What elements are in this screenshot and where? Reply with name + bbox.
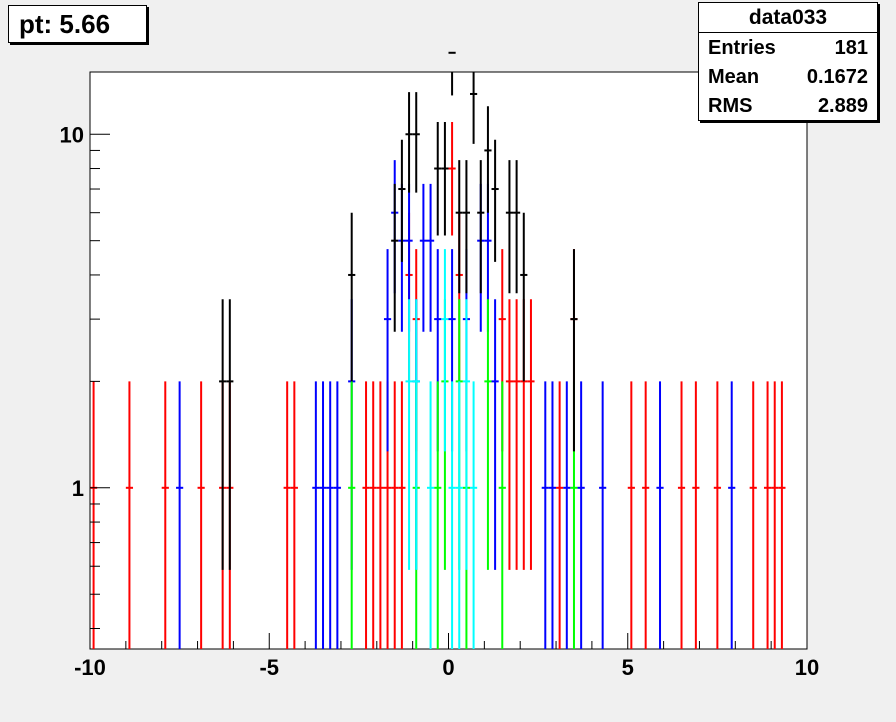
x-tick-label: 5 <box>622 655 634 680</box>
plot-frame <box>89 71 808 650</box>
data-point <box>405 92 413 193</box>
data-point <box>627 381 635 649</box>
data-point <box>462 160 471 294</box>
stats-label: Mean <box>708 66 760 88</box>
x-tick-label: -10 <box>74 655 106 680</box>
data-point <box>656 381 664 649</box>
data-point <box>412 92 420 193</box>
data-point <box>326 381 334 649</box>
plot-title-box: pt: 5.66 <box>8 5 147 43</box>
y-tick-label: 1 <box>72 476 84 501</box>
data-point <box>448 381 456 649</box>
stats-label: RMS <box>708 95 753 117</box>
data-point <box>491 299 499 570</box>
data-point <box>556 381 564 649</box>
data-point <box>713 381 721 649</box>
stats-value: 0.1672 <box>806 66 868 88</box>
data-point <box>477 160 485 294</box>
data-point <box>412 299 420 570</box>
stats-box: data033 Entries 181 Mean 0.1672 RMS 2.88… <box>698 2 878 121</box>
data-point <box>362 381 370 649</box>
data-point <box>642 381 650 649</box>
data-point <box>749 381 757 649</box>
data-point <box>376 381 384 649</box>
data-point <box>197 381 205 649</box>
x-tick-label: 10 <box>795 655 819 680</box>
data-point <box>383 249 392 452</box>
data-point <box>527 299 535 570</box>
data-point <box>505 160 514 294</box>
x-tick-label: -5 <box>259 655 279 680</box>
data-point <box>577 381 585 649</box>
data-point <box>491 139 499 262</box>
data-point <box>226 299 234 570</box>
data-point <box>441 122 449 236</box>
data-point <box>426 381 435 649</box>
data-point <box>348 381 356 649</box>
stats-row-entries: Entries 181 <box>699 33 877 62</box>
data-point <box>548 381 557 649</box>
data-point <box>728 381 736 649</box>
data-point <box>541 381 549 649</box>
data-point <box>448 122 456 236</box>
data-point <box>778 381 786 649</box>
data-point <box>505 299 514 570</box>
data-point <box>333 381 341 649</box>
data-point <box>484 299 492 570</box>
data-point <box>692 381 700 649</box>
data-point <box>455 381 463 649</box>
data-point <box>426 183 435 332</box>
data-point <box>391 183 399 332</box>
data-point <box>513 299 521 570</box>
data-point <box>677 381 686 649</box>
data-point <box>455 160 463 294</box>
y-tick-label: 10 <box>60 122 84 147</box>
data-point <box>513 160 521 294</box>
data-point <box>283 381 291 649</box>
data-point <box>763 381 772 649</box>
data-point <box>398 381 406 649</box>
data-point <box>441 249 449 452</box>
data-point <box>599 381 607 649</box>
data-point <box>520 212 528 382</box>
stats-row-rms: RMS 2.889 <box>699 91 877 120</box>
data-point <box>448 51 456 96</box>
data-point <box>219 299 227 570</box>
stats-label: Entries <box>708 37 776 59</box>
stats-value: 2.889 <box>817 95 868 117</box>
stats-row-mean: Mean 0.1672 <box>699 62 877 91</box>
data-point <box>348 212 356 382</box>
data-point <box>434 381 442 649</box>
data-point <box>498 381 506 649</box>
x-tick-label: 0 <box>442 655 454 680</box>
data-point <box>484 106 492 213</box>
data-point <box>570 249 578 452</box>
data-point <box>470 72 478 144</box>
data-point <box>434 122 442 236</box>
data-point <box>563 381 571 649</box>
data-point <box>405 299 413 570</box>
data-marks <box>90 51 786 649</box>
data-point <box>176 381 184 649</box>
data-point <box>161 381 169 649</box>
data-point <box>369 381 377 649</box>
data-point <box>771 381 779 649</box>
data-point <box>470 381 478 649</box>
axes: -10 -5 0 5 10 1 10 <box>60 122 820 680</box>
data-point <box>319 381 327 649</box>
data-point <box>462 299 471 570</box>
data-point <box>391 381 399 649</box>
data-point <box>312 381 320 649</box>
data-point <box>290 381 298 649</box>
plot-title: pt: 5.66 <box>19 9 111 39</box>
stats-value: 181 <box>834 37 868 59</box>
data-point <box>419 183 427 332</box>
data-point <box>125 381 134 649</box>
data-point <box>398 139 406 262</box>
stats-name: data033 <box>699 3 877 33</box>
